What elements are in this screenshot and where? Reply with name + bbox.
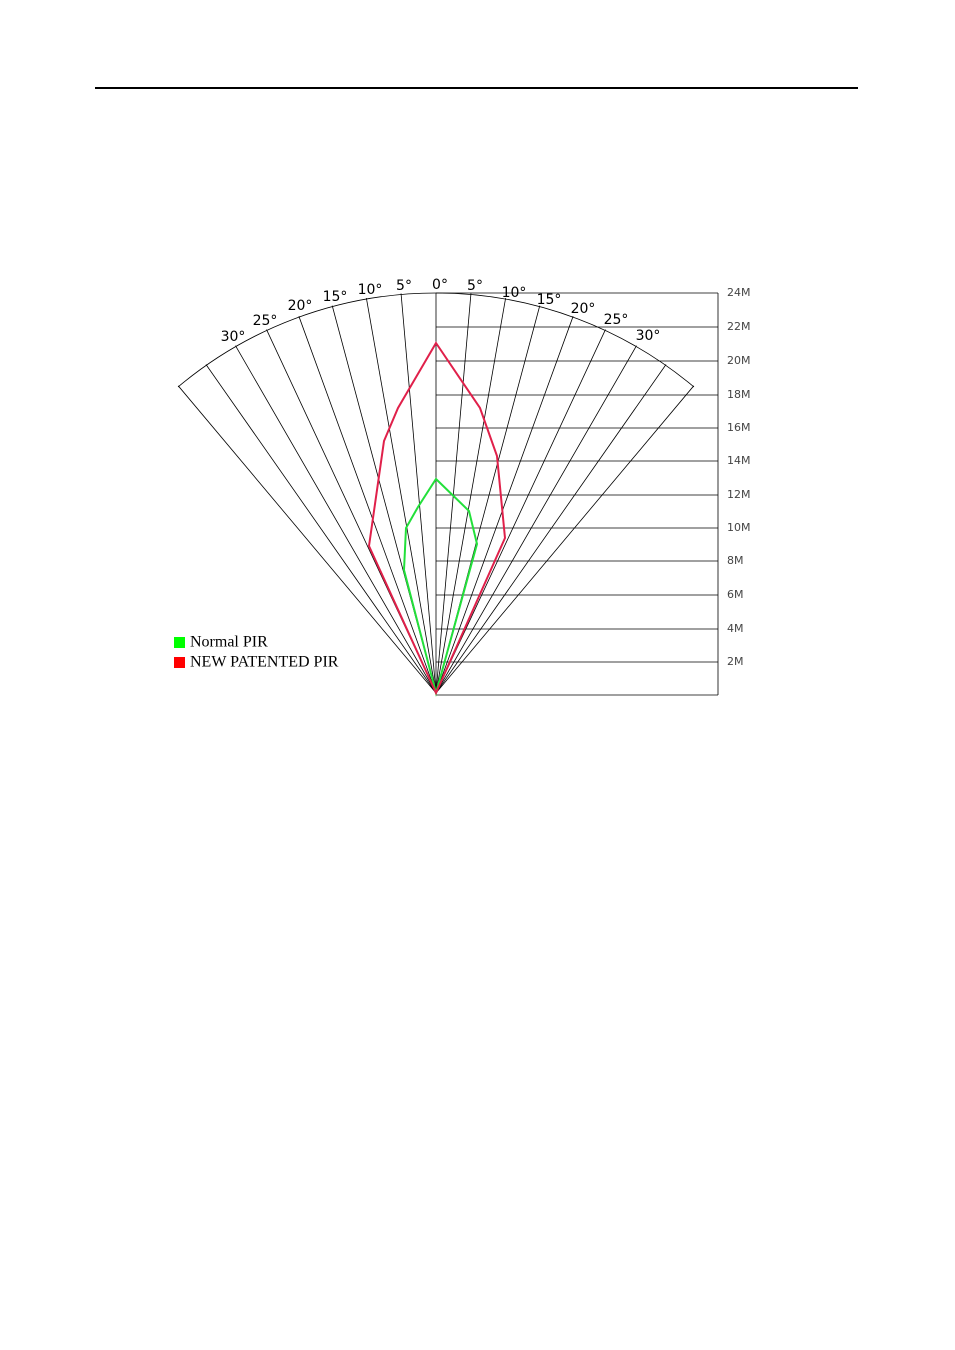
radial-line [435, 293, 472, 694]
radial-line [435, 329, 606, 694]
distance-label: 4M [727, 622, 744, 635]
radial-line [435, 316, 574, 694]
distance-label: 16M [727, 421, 751, 434]
radial-line [400, 293, 437, 694]
distance-label: 10M [727, 521, 751, 534]
angle-label: 20° [288, 298, 313, 314]
distance-label: 22M [727, 320, 751, 333]
radial-line [435, 298, 507, 694]
angle-label: 20° [571, 301, 596, 317]
radial-line [435, 345, 637, 694]
legend-swatch [174, 657, 185, 668]
angle-label: 30° [221, 329, 246, 345]
angle-label: 10° [358, 282, 383, 298]
distance-label: 24M [727, 286, 751, 299]
angle-label: 5° [467, 278, 483, 294]
normal-pir-zone [402, 477, 479, 697]
angle-label: 15° [537, 292, 562, 308]
distance-label: 12M [727, 488, 751, 501]
distance-label: 8M [727, 554, 744, 567]
distance-label: 6M [727, 588, 744, 601]
angle-label: 0° [432, 277, 448, 293]
angle-label: 25° [604, 312, 629, 328]
legend-label: Normal PIR [190, 634, 268, 651]
radial-line [205, 364, 437, 694]
distance-label: 2M [727, 655, 744, 668]
angle-label: 5° [396, 278, 412, 294]
angle-label: 10° [502, 285, 527, 301]
radial-line [435, 385, 695, 694]
distance-label: 14M [727, 454, 751, 467]
angle-label: 25° [253, 313, 278, 329]
angle-label: 30° [636, 328, 661, 344]
radial-line [235, 345, 437, 694]
radial-line [435, 364, 667, 694]
legend-swatch [174, 637, 185, 648]
distance-label: 20M [727, 354, 751, 367]
radial-line [177, 385, 437, 694]
distance-label: 18M [727, 388, 751, 401]
radial-line [298, 316, 437, 694]
radial-line [365, 298, 437, 694]
angle-label: 15° [323, 289, 348, 305]
patented-pir-zone [367, 341, 507, 696]
legend-label: NEW PATENTED PIR [190, 654, 339, 671]
